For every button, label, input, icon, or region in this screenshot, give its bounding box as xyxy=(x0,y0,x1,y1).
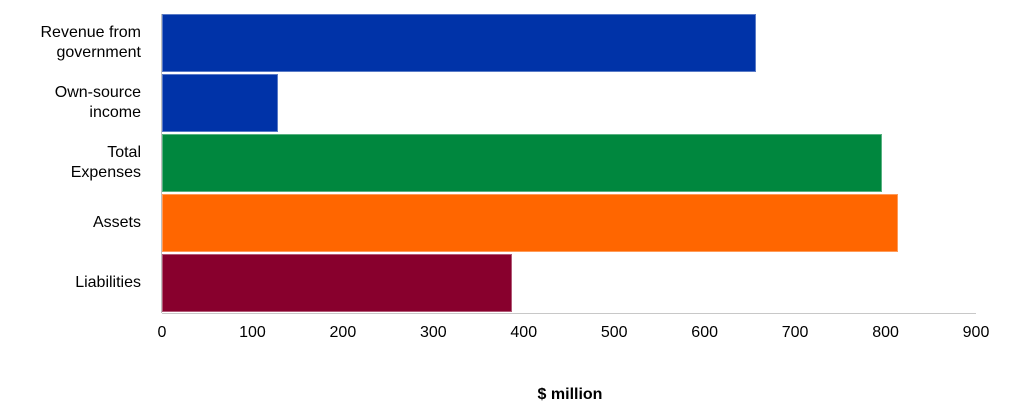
bar xyxy=(162,254,513,312)
category-label: Assets xyxy=(92,214,141,231)
x-tick-label: 500 xyxy=(600,324,628,341)
x-axis-title: $ million xyxy=(537,386,603,403)
y-axis-line xyxy=(161,14,162,313)
bar xyxy=(162,194,899,252)
category-label: Total Expenses xyxy=(70,144,141,181)
x-tick-label: 200 xyxy=(329,324,357,341)
x-axis-line xyxy=(162,313,976,314)
plot-area xyxy=(162,14,976,313)
x-tick-label: 800 xyxy=(872,324,899,341)
bar xyxy=(162,134,882,192)
category-label: Revenue from government xyxy=(40,24,142,61)
category-label: Own-source income xyxy=(54,84,141,121)
category-label: Liabilities xyxy=(75,274,141,291)
x-tick-label: 0 xyxy=(157,324,167,341)
x-tick-label: 400 xyxy=(510,324,538,341)
bar xyxy=(162,74,278,132)
x-tick-label: 700 xyxy=(781,324,809,341)
x-tick-label: 900 xyxy=(962,324,990,341)
x-tick-label: 100 xyxy=(239,324,266,341)
bar xyxy=(162,14,757,72)
x-tick-label: 600 xyxy=(691,324,718,341)
x-tick-label: 300 xyxy=(419,324,447,341)
